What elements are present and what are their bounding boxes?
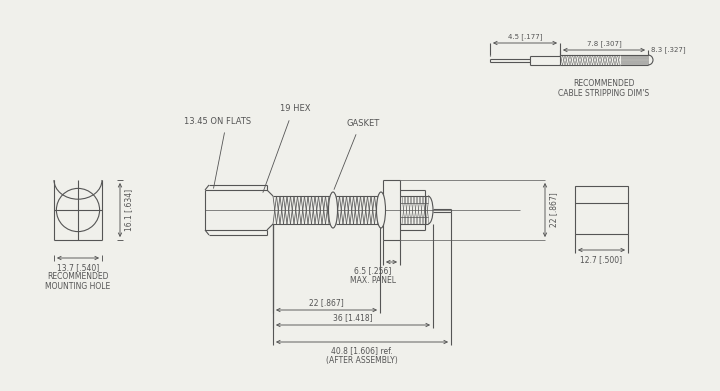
Text: 12.7 [.500]: 12.7 [.500] — [580, 255, 623, 264]
Text: 19 HEX: 19 HEX — [280, 104, 310, 113]
Text: GASKET: GASKET — [346, 119, 379, 128]
Text: 6.5 [.256]
MAX. PANEL: 6.5 [.256] MAX. PANEL — [350, 266, 396, 285]
Text: 4.5 [.177]: 4.5 [.177] — [508, 33, 542, 40]
Text: RECOMMENDED
MOUNTING HOLE: RECOMMENDED MOUNTING HOLE — [45, 272, 111, 291]
Text: 13.45 ON FLATS: 13.45 ON FLATS — [184, 117, 251, 126]
Ellipse shape — [377, 192, 385, 228]
Bar — [575, 186, 628, 234]
Text: 7.8 [.307]: 7.8 [.307] — [587, 40, 621, 47]
Text: 8.3 [.327]: 8.3 [.327] — [651, 47, 685, 54]
Text: 13.7 [.540]: 13.7 [.540] — [57, 263, 99, 272]
Text: 22 [.867]: 22 [.867] — [309, 298, 344, 307]
Text: RECOMMENDED
CABLE STRIPPING DIM'S: RECOMMENDED CABLE STRIPPING DIM'S — [559, 79, 649, 99]
Text: 16.1 [.634]: 16.1 [.634] — [124, 189, 133, 231]
Ellipse shape — [328, 192, 338, 228]
Text: 36 [1.418]: 36 [1.418] — [333, 313, 373, 322]
Text: 22 [.867]: 22 [.867] — [549, 193, 558, 228]
Text: 40.8 [1.606] ref.
(AFTER ASSEMBLY): 40.8 [1.606] ref. (AFTER ASSEMBLY) — [326, 346, 398, 366]
